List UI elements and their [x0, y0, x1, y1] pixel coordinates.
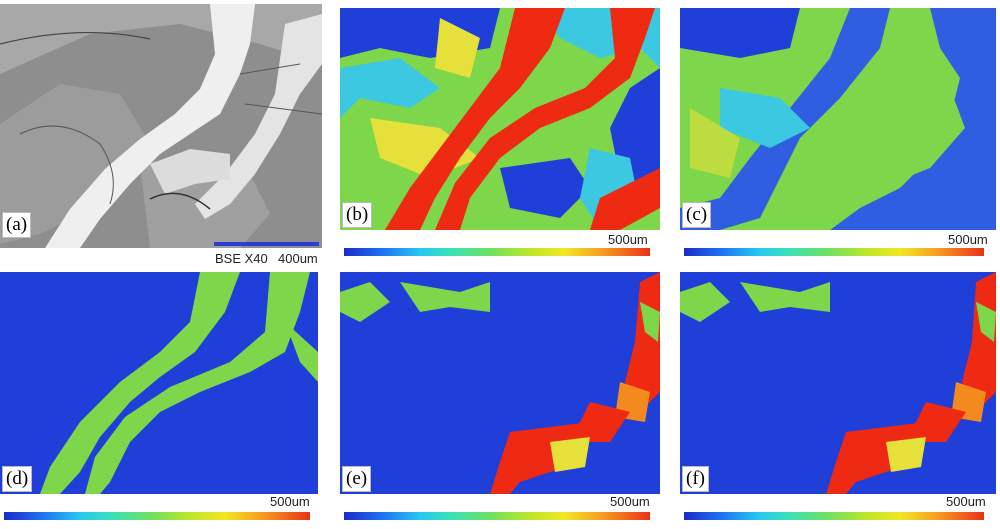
panel-e: (e) 500um [340, 272, 660, 529]
color-scale-bar [344, 248, 650, 256]
element-map-e [340, 272, 660, 494]
panel-a: (a) BSE X40 400um [0, 4, 322, 268]
panel-c: (c) 500um [680, 8, 1000, 266]
panel-f: (f) 500um [680, 272, 1000, 529]
element-map-b [340, 8, 660, 230]
scale-text: 500um [946, 494, 986, 509]
panel-label: (c) [682, 202, 712, 228]
panel-label: (d) [2, 466, 33, 492]
bse-micrograph [0, 4, 322, 248]
element-map-f [680, 272, 996, 494]
color-scale-bar [4, 512, 310, 520]
scale-bar [214, 242, 319, 246]
element-map-d [0, 272, 318, 494]
color-scale-bar [684, 512, 984, 520]
color-scale-bar [684, 248, 984, 256]
panel-b: (b) 500um [340, 8, 660, 266]
color-scale-bar [344, 512, 650, 520]
element-map-c [680, 8, 996, 230]
scale-text: 500um [948, 232, 988, 247]
panel-label: (e) [342, 466, 372, 492]
panel-label: (f) [682, 466, 709, 492]
panel-d: (d) 500um [0, 272, 320, 529]
scale-text: 400um [278, 251, 318, 266]
scale-text: 500um [610, 494, 650, 509]
bse-info-text: BSE X40 [215, 251, 268, 266]
panel-label: (b) [342, 202, 373, 228]
panel-label: (a) [2, 212, 32, 238]
scale-text: 500um [270, 494, 310, 509]
scale-text: 500um [608, 232, 648, 247]
